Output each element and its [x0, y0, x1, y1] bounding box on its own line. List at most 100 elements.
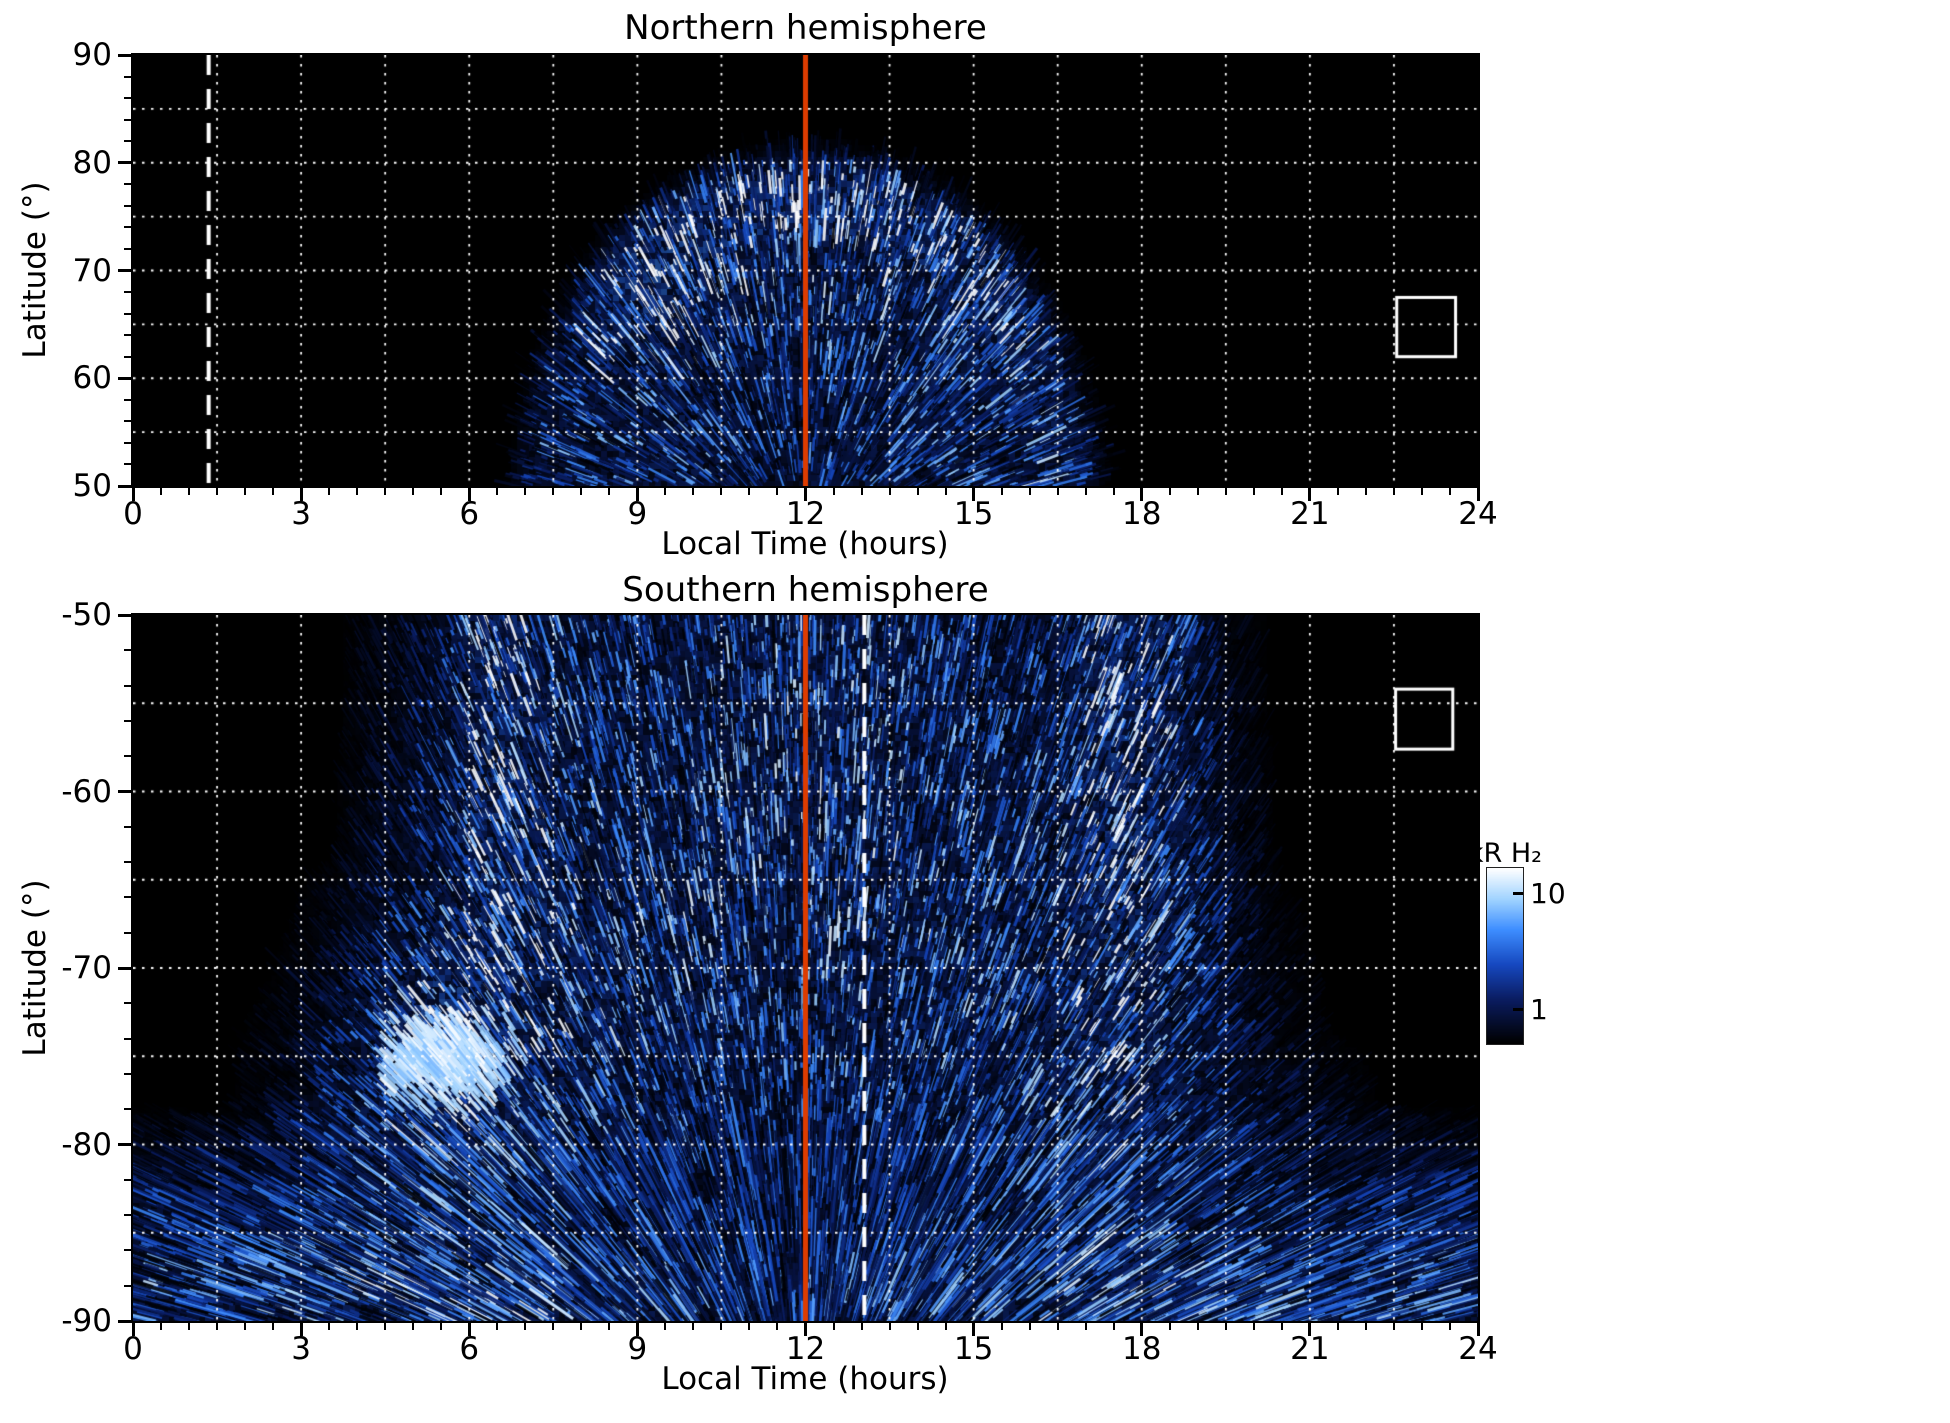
south-y-minor-tick — [124, 931, 131, 934]
north-x-minor-tick — [1028, 488, 1031, 495]
north-x-minor-tick — [496, 488, 499, 495]
north-x-major-tick — [131, 488, 135, 501]
south-y-tick-label: -60 — [61, 773, 112, 810]
south-y-major-tick — [118, 1143, 131, 1146]
south-x-tick-label: 3 — [291, 1331, 311, 1367]
north-y-tick-label: 80 — [72, 144, 112, 181]
north-x-minor-tick — [1420, 488, 1423, 495]
south-x-minor-tick — [1280, 1323, 1283, 1330]
south-y-minor-tick — [124, 649, 131, 652]
south-y-tick-label: -70 — [61, 950, 112, 986]
south-x-minor-tick — [1056, 1323, 1059, 1330]
south-x-minor-tick — [944, 1323, 947, 1330]
north-x-major-tick — [467, 488, 471, 501]
south-x-major-tick — [1476, 1323, 1480, 1336]
north-x-major-tick — [1476, 488, 1480, 501]
south-y-minor-tick — [124, 1037, 131, 1040]
south-x-minor-tick — [1028, 1323, 1031, 1330]
north-x-minor-tick — [552, 488, 555, 495]
south-x-minor-tick — [916, 1323, 919, 1330]
north-y-minor-tick — [124, 420, 131, 423]
north-y-minor-tick — [124, 463, 131, 466]
south-y-minor-tick — [124, 1108, 131, 1111]
north-x-minor-tick — [1448, 488, 1451, 495]
north-y-major-tick — [118, 269, 131, 272]
north-x-minor-tick — [1056, 488, 1059, 495]
north-x-minor-tick — [1168, 488, 1171, 495]
south-x-minor-tick — [356, 1323, 359, 1330]
north-x-major-tick — [299, 488, 303, 501]
colorbar-label: kR H₂ — [1467, 838, 1542, 869]
north-x-minor-tick — [1196, 488, 1199, 495]
south-x-minor-tick — [524, 1323, 527, 1330]
south-y-tick-label: -80 — [61, 1126, 112, 1163]
south-x-minor-tick — [888, 1323, 891, 1330]
north-y-tick-label: 70 — [72, 252, 112, 289]
north-y-major-tick — [118, 53, 131, 57]
north-x-minor-tick — [216, 488, 219, 495]
south-x-minor-tick — [1392, 1323, 1395, 1330]
south-y-minor-tick — [124, 684, 131, 687]
north-x-minor-tick — [692, 488, 695, 495]
north-y-tick-label: 60 — [72, 360, 112, 397]
north-x-minor-tick — [188, 488, 191, 495]
colorbar-tick — [1513, 1007, 1523, 1011]
north-y-tick-label: 50 — [72, 468, 112, 504]
north-y-minor-tick — [124, 312, 131, 315]
south-y-minor-tick — [124, 719, 131, 722]
north-x-minor-tick — [244, 488, 247, 495]
south-x-major-tick — [299, 1323, 303, 1336]
north-x-minor-tick — [608, 488, 611, 495]
north-x-minor-tick — [944, 488, 947, 495]
north-x-minor-tick — [1000, 488, 1003, 495]
north-panel-title: Northern hemisphere — [624, 8, 987, 48]
south-x-minor-tick — [1448, 1323, 1451, 1330]
north-x-minor-tick — [1224, 488, 1227, 495]
south-x-tick-label: 0 — [123, 1331, 143, 1367]
south-x-minor-tick — [748, 1323, 751, 1330]
south-x-minor-tick — [1168, 1323, 1171, 1330]
north-x-minor-tick — [328, 488, 331, 495]
south-x-minor-tick — [608, 1323, 611, 1330]
north-y-minor-tick — [124, 355, 131, 358]
north-y-minor-tick — [124, 226, 131, 229]
north-x-minor-tick — [664, 488, 667, 495]
south-x-minor-tick — [412, 1323, 415, 1330]
north-x-tick-label: 9 — [627, 496, 648, 532]
south-y-minor-tick — [124, 1178, 131, 1181]
north-heatmap-canvas — [131, 53, 1480, 488]
north-x-minor-tick — [916, 488, 919, 495]
south-x-minor-tick — [272, 1323, 275, 1330]
south-x-tick-label: 18 — [1122, 1331, 1162, 1367]
north-x-minor-tick — [1280, 488, 1283, 495]
north-y-major-tick — [118, 484, 131, 488]
south-y-tick-label: -50 — [61, 597, 112, 633]
south-x-major-tick — [972, 1323, 976, 1336]
north-x-minor-tick — [384, 488, 387, 495]
north-y-minor-tick — [124, 204, 131, 207]
north-x-tick-label: 12 — [785, 496, 826, 532]
north-x-minor-tick — [1392, 488, 1395, 495]
south-y-minor-tick — [124, 1214, 131, 1217]
south-y-major-tick — [118, 613, 131, 617]
south-x-major-tick — [1308, 1323, 1312, 1336]
north-x-tick-label: 24 — [1458, 496, 1498, 532]
south-y-major-tick — [118, 790, 131, 793]
south-panel-title: Southern hemisphere — [622, 570, 989, 610]
south-x-tick-label: 12 — [785, 1331, 826, 1367]
north-x-tick-label: 0 — [123, 496, 143, 532]
north-x-axis-label: Local Time (hours) — [661, 526, 949, 562]
south-x-major-tick — [131, 1323, 135, 1336]
north-y-minor-tick — [124, 75, 131, 78]
colorbar-tick-label: 10 — [1530, 876, 1566, 910]
north-y-minor-tick — [124, 140, 131, 143]
south-x-minor-tick — [860, 1323, 863, 1330]
south-x-minor-tick — [160, 1323, 163, 1330]
south-x-major-tick — [1140, 1323, 1144, 1336]
north-y-minor-tick — [124, 398, 131, 401]
south-x-minor-tick — [1224, 1323, 1227, 1330]
north-x-major-tick — [635, 488, 639, 501]
south-y-major-tick — [118, 966, 131, 970]
north-y-tick-label: 90 — [72, 37, 112, 73]
colorbar-gradient — [1486, 867, 1524, 1045]
